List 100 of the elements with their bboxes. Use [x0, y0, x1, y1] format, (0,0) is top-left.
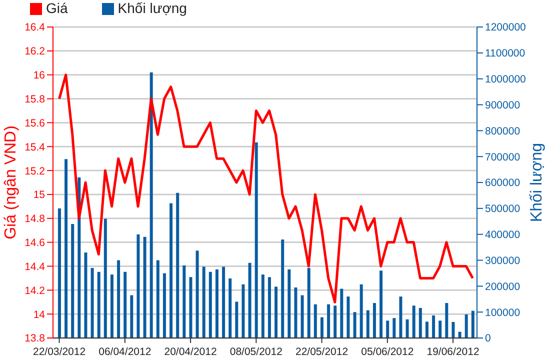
bar	[248, 262, 252, 338]
x-tick-label: 22/05/2012	[296, 346, 348, 358]
bar	[235, 302, 238, 338]
bar	[189, 277, 192, 338]
bar	[294, 287, 298, 338]
y2-tick-label: 500000	[485, 203, 520, 216]
bar	[71, 224, 74, 338]
bar	[445, 303, 448, 338]
bar	[268, 277, 271, 338]
bar	[222, 266, 226, 338]
bar	[130, 295, 134, 338]
bar	[150, 72, 153, 338]
y-tick-label: 13.8	[24, 332, 46, 345]
y-tick-label: 14.2	[24, 284, 46, 297]
bar	[143, 236, 146, 338]
y-tick-label: 14.4	[24, 260, 46, 273]
y2-tick-label: 300000	[485, 254, 520, 267]
y2-tick-label: 0	[485, 332, 491, 345]
bar	[97, 272, 100, 338]
bar	[261, 274, 264, 338]
bar	[452, 322, 455, 338]
y2-tick-label: 1200000	[485, 22, 526, 34]
bar	[366, 310, 370, 338]
y-tick-label: 16	[33, 70, 46, 82]
x-tick-label: 05/06/2012	[361, 346, 414, 358]
bar	[281, 240, 284, 338]
bar	[327, 304, 330, 338]
bar	[425, 322, 428, 338]
bar	[412, 306, 416, 338]
bar	[346, 296, 350, 338]
y2-tick-label: 1100000	[485, 48, 526, 60]
y2-tick-label: 1000000	[485, 74, 526, 86]
bar	[360, 284, 363, 338]
bar	[136, 234, 140, 338]
bar	[372, 303, 376, 338]
y2-tick-label: 100000	[485, 306, 520, 319]
y2-tick-label: 200000	[485, 280, 520, 293]
bar	[104, 218, 107, 338]
bar	[464, 314, 468, 338]
bar	[202, 266, 206, 338]
bar	[196, 250, 199, 338]
y2-tick-label: 400000	[485, 229, 520, 242]
bar	[471, 310, 474, 338]
bar	[228, 278, 232, 338]
bar	[182, 265, 186, 338]
bar	[399, 296, 402, 338]
bar	[380, 270, 383, 338]
bar	[406, 319, 409, 338]
y-tick-label: 15.6	[24, 117, 46, 130]
y2-tick-label: 800000	[485, 125, 520, 138]
bar	[215, 269, 218, 338]
y-tick-label: 15.4	[24, 141, 46, 154]
y-tick-label: 15	[33, 189, 46, 202]
bar	[340, 288, 344, 338]
bar	[314, 304, 317, 338]
bar	[242, 284, 245, 338]
bar	[254, 142, 258, 338]
x-tick-label: 19/06/2012	[426, 346, 480, 358]
bar	[438, 320, 442, 338]
bar	[90, 268, 94, 338]
bar	[124, 272, 127, 338]
bar	[432, 315, 436, 338]
bar	[334, 306, 337, 338]
bar	[274, 286, 278, 338]
y-tick-label: 14.6	[24, 237, 46, 250]
y2-tick-label: 900000	[485, 99, 520, 112]
legend-label: Khối lượng	[118, 0, 187, 16]
x-tick-label: 06/04/2012	[98, 346, 152, 358]
bar	[58, 208, 61, 338]
x-tick-label: 20/04/2012	[164, 346, 217, 358]
legend-label: Giá	[46, 0, 68, 16]
y2-tick-label: 600000	[485, 177, 520, 190]
bar	[162, 273, 166, 338]
y-tick-label: 16.4	[24, 22, 46, 34]
x-tick-label: 08/05/2012	[230, 346, 283, 358]
bar	[386, 320, 390, 338]
y-tick-label: 15.2	[24, 165, 46, 178]
bar	[392, 318, 396, 338]
bar	[156, 260, 160, 338]
y-axis-title: Giá (ngân VND)	[2, 126, 20, 240]
x-tick-label: 22/03/2012	[33, 346, 86, 358]
bar	[170, 203, 173, 338]
y-tick-label: 14	[33, 308, 46, 321]
bar	[110, 274, 114, 338]
bar	[117, 260, 120, 338]
bar	[208, 272, 212, 338]
bar	[418, 308, 422, 338]
y-tick-label: 15.8	[24, 93, 46, 106]
bar	[300, 295, 304, 338]
y-tick-label: 14.8	[24, 213, 46, 226]
bar	[64, 159, 68, 338]
bar	[84, 252, 88, 338]
bar	[320, 317, 324, 338]
y2-axis-title: Khối lượng	[528, 142, 546, 222]
bar	[353, 312, 356, 338]
bar	[176, 192, 180, 338]
bar	[288, 269, 291, 338]
bar	[307, 268, 310, 338]
y-tick-label: 16.2	[24, 46, 46, 58]
line-series	[58, 74, 474, 304]
